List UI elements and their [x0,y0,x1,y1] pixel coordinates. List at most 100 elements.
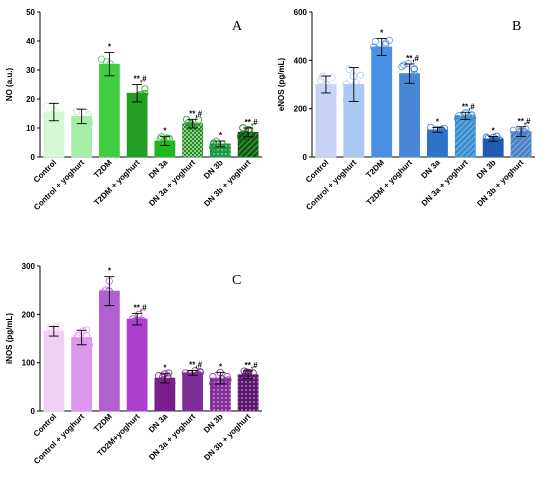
significance-label: **,# [518,117,531,126]
significance-label: **,# [134,303,147,312]
category-label: DN 3b [202,412,225,435]
data-point [134,91,142,100]
data-point [356,71,365,79]
bar-pattern [455,115,476,157]
category-label: DN 3b [202,158,225,181]
y-axis-title: NO (a.u.) [5,68,14,102]
data-point [381,40,390,49]
data-point [223,372,231,381]
significance-label: * [219,131,223,140]
data-point [410,70,419,79]
data-point [79,327,87,335]
data-point [323,80,331,88]
data-point [46,323,54,332]
data-point [106,60,114,68]
significance-label: * [163,363,167,372]
data-point [84,111,93,119]
bar-pattern [182,123,203,157]
category-label: Control + yoghurt [32,412,86,466]
data-point [52,108,60,117]
data-point [72,107,81,116]
panel-letter: C [232,273,241,288]
category-label: T2DM [92,412,114,434]
data-point [98,289,107,297]
data-point [468,114,477,122]
data-point [385,36,393,44]
significance-label: **,# [245,361,258,370]
data-point [158,373,167,382]
data-point [484,134,492,143]
bar [371,46,393,158]
data-point [165,134,174,143]
significance-label: * [380,29,384,38]
significance-label: * [108,267,112,276]
data-point [519,128,527,136]
category-label: Control [304,158,330,184]
data-point [77,119,85,127]
bar-pattern [210,378,231,411]
bar [98,290,120,412]
data-point [329,89,337,98]
y-tick-label: 40 [26,37,35,46]
data-point [156,135,164,143]
bar [399,73,420,158]
data-point [454,112,463,120]
y-axis-title: eNOS (pg/mL) [277,58,286,112]
bar-pattern [238,374,259,411]
data-point [140,92,148,100]
category-label: T2DM [92,158,114,180]
data-point [187,120,195,128]
data-point [328,73,336,81]
data-point [132,317,140,325]
data-point [345,65,353,73]
data-point [128,97,136,105]
bar [126,318,148,412]
category-label: Control [32,158,58,184]
data-point [224,376,232,384]
significance-label: **,# [134,75,147,84]
data-point [318,73,326,81]
data-point [249,369,257,377]
data-point [400,61,408,69]
bar [182,372,204,412]
data-point [135,310,143,319]
data-point [194,370,203,378]
data-point [315,88,323,96]
data-point [238,130,247,138]
data-point [410,65,419,73]
data-point [243,369,251,377]
category-label: T2DM [364,158,386,180]
significance-label: **,# [462,102,475,111]
data-point [97,55,106,63]
data-point [482,133,491,141]
y-tick-label: 0 [31,153,36,162]
data-point [56,115,65,124]
data-point [209,379,217,387]
data-point [43,102,51,110]
y-axis-title: iNOS (pg/mL) [5,313,14,364]
y-tick-label: 10 [26,124,35,133]
data-point [73,334,81,342]
data-point [109,294,117,302]
significance-label: * [108,43,112,52]
data-point [155,372,163,380]
y-tick-label: 0 [303,153,308,162]
y-tick-label: 30 [26,66,35,75]
data-point [349,72,357,80]
category-label: DN 3a [147,158,170,181]
data-point [184,119,192,127]
y-tick-label: 200 [22,310,36,319]
data-point [44,113,53,121]
bar-pattern [511,131,532,157]
data-point [49,101,57,109]
data-point [407,80,415,88]
y-tick-label: 0 [31,407,36,416]
y-tick-label: 300 [22,262,36,271]
data-point [398,62,406,71]
y-tick-label: 20 [26,95,35,104]
category-label: DN 3a [147,412,170,435]
significance-label: * [219,362,223,371]
data-point [83,332,91,340]
significance-label: * [492,126,496,135]
